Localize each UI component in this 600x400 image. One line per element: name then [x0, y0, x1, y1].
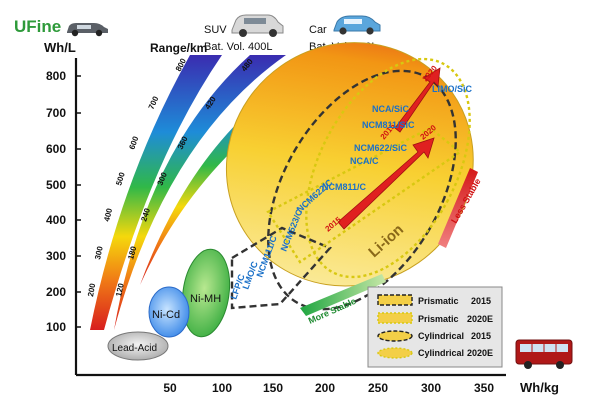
range-band-1-ticks: 800 700 600 500 400 300 200 [86, 56, 188, 297]
y-tick-label: 200 [46, 285, 66, 299]
y-tick-label: 400 [46, 213, 66, 227]
bus-icon [515, 339, 573, 369]
prismatic-2015-outline [230, 226, 333, 310]
lead-acid-label: Lead-Acid [112, 343, 157, 354]
legend-swatch-prismatic-2015 [377, 294, 413, 306]
chemistry-label: NCM811/SiC [362, 120, 415, 130]
legend-swatch-cylindrical-2015 [377, 330, 413, 342]
legend-swatch-cylindrical-2020e [377, 347, 413, 359]
legend-label-name: Prismatic [418, 296, 459, 306]
legend-label-year: 2015 [471, 331, 491, 341]
ni-cd-region [148, 286, 190, 338]
legend-label-name: Prismatic [418, 314, 459, 324]
y-tick-label: 300 [46, 249, 66, 263]
chemistry-label: LIMO/SiC [432, 84, 472, 94]
range-tick: 200 [86, 282, 97, 297]
legend-label-year: 2020E [467, 314, 493, 324]
legend: Prismatic 2015 Prismatic 2020E Cylindric… [367, 286, 503, 368]
x-tick-label: 350 [474, 381, 494, 395]
legend-label-year: 2015 [471, 296, 491, 306]
legend-label-year: 2020E [467, 348, 493, 358]
range-tick: 120 [114, 282, 126, 297]
suv-volume-label: Bat. Vol. 400L [204, 41, 273, 53]
range-tick: 400 [102, 207, 114, 223]
x-axis-unit: Wh/kg [520, 380, 559, 395]
x-tick-label: 50 [163, 381, 177, 395]
range-tick: 300 [93, 245, 105, 260]
brand-logo: UFine [4, 8, 112, 38]
x-tick-label: 200 [315, 381, 335, 395]
chemistry-label: NCA/C [350, 156, 379, 166]
x-tick-label: 150 [263, 381, 283, 395]
arrow-cylindrical-trend [394, 67, 441, 133]
y-tick-marks [76, 75, 81, 328]
range-tick: 240 [139, 207, 152, 223]
range-tick: 600 [127, 135, 140, 151]
arrow-prismatic-trend [337, 137, 435, 230]
car-label: Car [309, 24, 327, 36]
electric-car-icon [67, 23, 108, 37]
electric-car-icon [333, 15, 381, 35]
brand-logo-text: UFine [14, 17, 62, 36]
less-stable-bar [438, 168, 478, 248]
legend-label-name: Cylindrical [418, 348, 464, 358]
y-axis-unit: Wh/L [44, 40, 76, 55]
prismatic-2020e-outline [266, 126, 463, 264]
x-tick-label: 300 [421, 381, 441, 395]
y-tick-label: 500 [46, 178, 66, 192]
y-axis-ticks: 800 700 600 500 400 300 200 100 [46, 69, 66, 334]
x-tick-label: 100 [212, 381, 232, 395]
y-tick-label: 800 [46, 69, 66, 83]
range-label: Range/km [150, 41, 207, 55]
legend-swatch-prismatic-2020e [377, 312, 413, 324]
cylindrical-2020e-outline [305, 57, 471, 279]
chemistry-label: NCM622/SiC [354, 143, 408, 153]
range-tick: 700 [147, 94, 161, 110]
range-tick: 180 [126, 245, 138, 261]
range-tick: 500 [114, 171, 127, 187]
range-band-large [90, 55, 222, 330]
lead-acid-region [107, 331, 169, 361]
more-stable-bar [300, 274, 386, 316]
x-axis-ticks: 50 100 150 200 250 300 350 [163, 381, 494, 395]
y-tick-label: 700 [46, 106, 66, 120]
x-tick-label: 250 [368, 381, 388, 395]
y-tick-label: 600 [46, 142, 66, 156]
ni-mh-region [181, 248, 231, 338]
suv-label: SUV [204, 24, 227, 36]
y-tick-label: 100 [46, 320, 66, 334]
legend-label-name: Cylindrical [418, 331, 464, 341]
suv-icon [231, 14, 284, 37]
chemistry-label: NCA/SiC [372, 104, 410, 114]
ni-cd-label: Ni-Cd [152, 309, 180, 321]
chemistry-label: NCM811/C [322, 182, 367, 192]
li-ion-region [225, 42, 474, 287]
ni-mh-label: Ni-MH [190, 293, 221, 305]
